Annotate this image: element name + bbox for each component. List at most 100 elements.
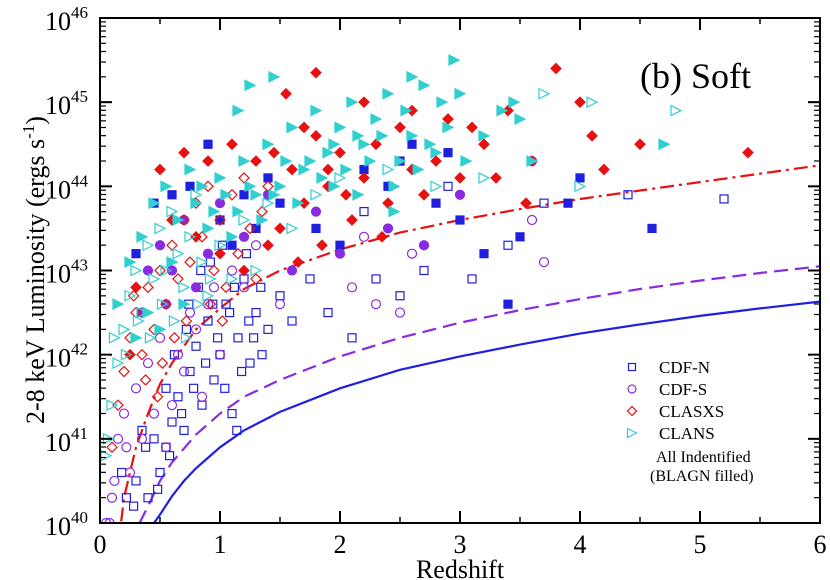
panel-label: (b) Soft <box>640 56 751 96</box>
cdf-n-point-filled <box>515 232 525 242</box>
clans-point-filled <box>316 171 329 184</box>
clasxs-point-filled <box>454 172 466 184</box>
cdf-n-point-open <box>191 341 201 351</box>
axis-ticks: 0 1 2 3 4 5 6 1040 1041 1042 1043 1044 1045 1046 <box>45 3 827 559</box>
clasxs-point-open <box>238 172 250 184</box>
x-tick-label: 6 <box>814 530 827 559</box>
clans-point-open <box>204 272 217 285</box>
clasxs-point-filled <box>466 121 478 134</box>
cdf-n-point-open <box>161 383 171 393</box>
clans-point-open <box>144 331 157 344</box>
clans-point-filled <box>232 104 245 117</box>
clasxs-point-open <box>244 222 256 235</box>
clans-point-open <box>124 289 137 302</box>
clans-point-open <box>168 315 181 327</box>
cdf-s-point-open <box>190 324 202 335</box>
clans-point-filled <box>304 155 317 168</box>
clans-point-filled <box>370 113 383 125</box>
cdf-s-point-open <box>394 307 406 318</box>
clans-point-filled <box>352 129 365 142</box>
clans-point-open <box>202 289 215 302</box>
clasxs-point-open <box>142 281 154 294</box>
clans-point-filled <box>232 205 245 218</box>
cdf-n-point-open <box>197 400 207 410</box>
cdf-s-point-open <box>136 433 148 444</box>
cdf-n-point-open <box>177 408 187 419</box>
clasxs-point-filled <box>520 197 532 210</box>
clans-point-open <box>586 96 599 109</box>
legend-label: CDF-S <box>659 380 707 399</box>
clans-point-filled <box>424 138 437 151</box>
clasxs-point-open <box>151 390 164 403</box>
cdf-s-point-open <box>172 349 184 360</box>
cdf-n-point-filled <box>575 173 585 183</box>
cdf-s-point-open <box>226 265 238 276</box>
clans-point-filled <box>478 129 491 142</box>
clans-point-open <box>120 348 133 361</box>
clans-point-filled <box>514 113 527 125</box>
clans-point-filled <box>214 171 227 184</box>
clans-point-filled <box>406 70 419 83</box>
clans-point-filled <box>328 180 341 193</box>
y-tick-label: 1042 <box>45 340 88 373</box>
legend-note-line1: All Indentified <box>656 449 751 466</box>
clasxs-point-filled <box>286 163 298 176</box>
clans-point-open <box>156 298 169 311</box>
cdf-n-point-open <box>359 206 369 217</box>
clans-point-filled <box>286 121 299 134</box>
clans-point-filled <box>292 197 305 210</box>
cdf-n-point-open <box>245 358 255 368</box>
cdf-s-point-filled <box>334 248 346 259</box>
clans-point-filled <box>448 54 461 67</box>
clasxs-point-open <box>220 281 232 294</box>
cdf-s-point-open <box>526 214 538 226</box>
cdf-n-point-open <box>116 467 127 478</box>
cdf-n-point-open <box>539 198 549 208</box>
legend-marker-cdf-n <box>627 362 637 372</box>
clasxs-point-filled <box>316 239 328 252</box>
clasxs-point-filled <box>262 239 274 252</box>
legend: CDF-N CDF-S CLASXS CLANS All Indentified (BLA… <box>626 358 754 485</box>
clans-point-open <box>196 256 209 269</box>
clasxs-point-open <box>168 331 181 344</box>
cdf-n-point-open <box>131 476 141 486</box>
clans-point-filled <box>154 323 167 336</box>
cdf-n-point-open <box>196 265 206 276</box>
clans-point-open <box>130 264 143 277</box>
x-tick-label: 3 <box>454 530 467 559</box>
cdf-n-point-filled <box>203 139 213 149</box>
cdf-s-point-open <box>238 282 250 293</box>
cdf-n-point-open <box>244 316 254 326</box>
clans-point-filled <box>364 155 377 168</box>
cdf-s-point-open <box>214 349 226 360</box>
clasxs-point-open <box>214 214 226 226</box>
clasxs-point-filled <box>430 155 442 167</box>
clans-point-open <box>178 281 191 294</box>
cdf-n-point-open <box>233 333 243 343</box>
cdf-n-point-open <box>623 190 633 200</box>
clans-point-filled <box>244 79 257 92</box>
clans-point-open <box>286 222 299 235</box>
clasxs-point-open <box>184 256 196 268</box>
clasxs-point-filled <box>202 155 214 167</box>
clasxs-point-filled <box>178 146 190 159</box>
clans-point-filled <box>352 188 365 201</box>
cdf-s-point-open <box>178 366 190 377</box>
cdf-n-point-open <box>121 493 132 503</box>
data-points <box>100 54 754 523</box>
clans-point-open <box>262 197 275 210</box>
clans-point-filled <box>346 96 359 109</box>
clans-point-filled <box>376 129 389 142</box>
clans-point-open <box>192 298 205 311</box>
cdf-n-point-open <box>225 307 235 318</box>
cdf-n-point-open <box>167 417 177 427</box>
clans-point-filled <box>190 197 203 210</box>
cdf-n-point-filled <box>647 223 657 234</box>
clans-point-filled <box>496 104 509 117</box>
cdf-s-point-open <box>196 391 208 402</box>
legend-label: CLANS <box>659 424 715 443</box>
clans-point-open <box>574 180 587 193</box>
clans-point-filled <box>442 121 455 134</box>
clasxs-point-filled <box>442 113 454 125</box>
cdf-s-point-open <box>142 357 154 369</box>
